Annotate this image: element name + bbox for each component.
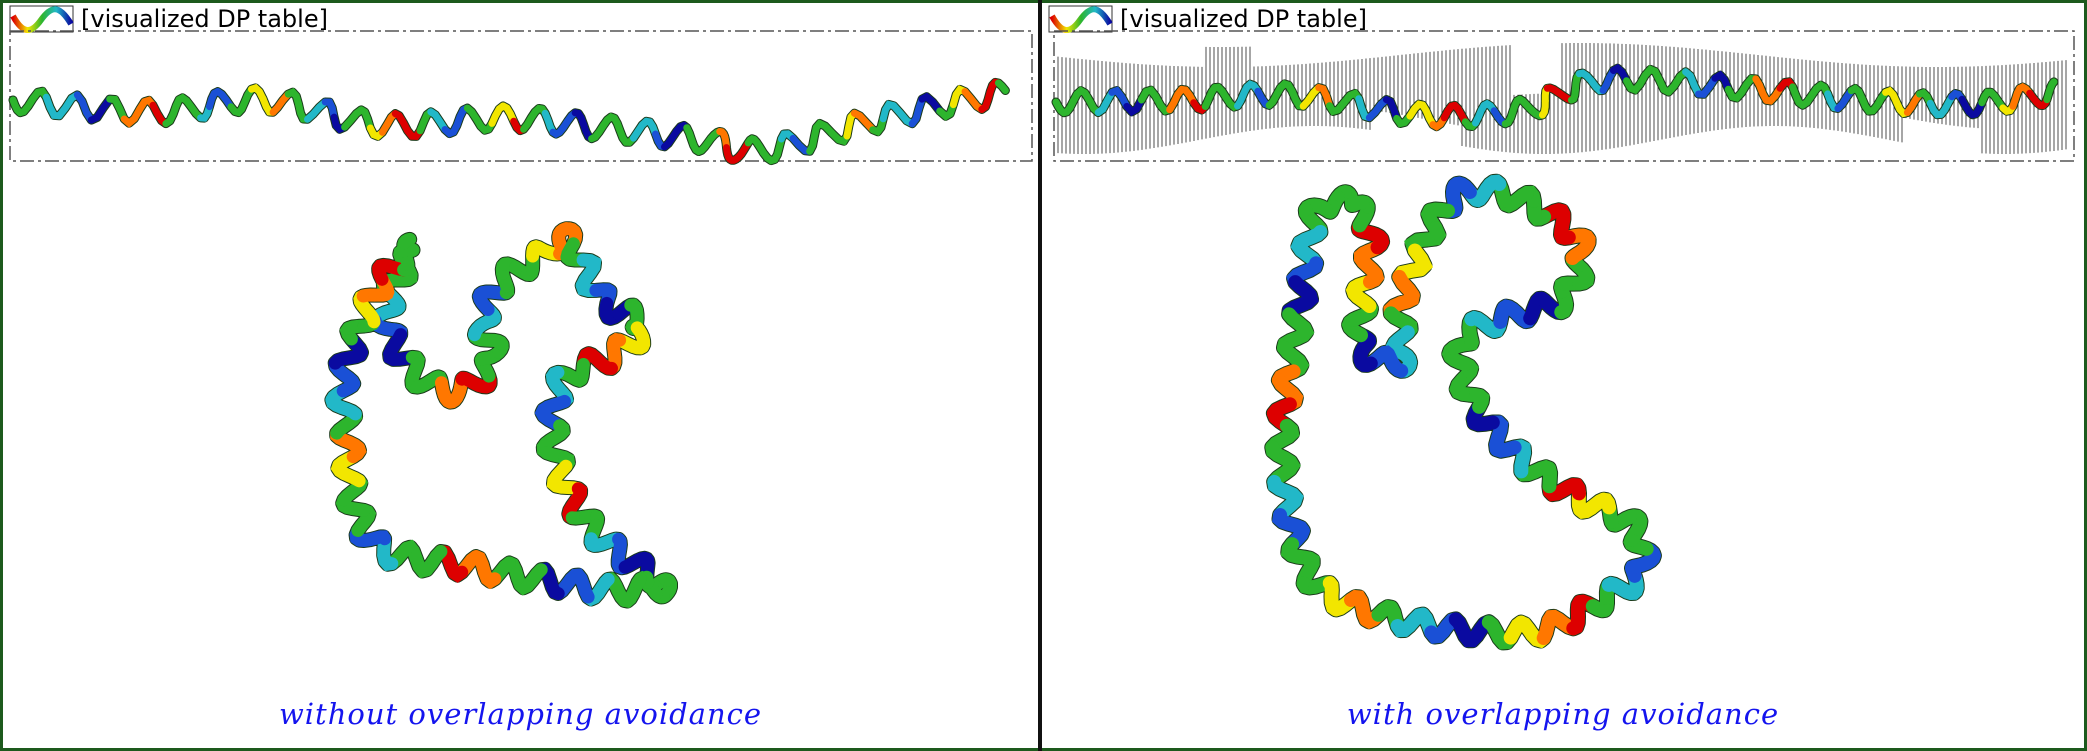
dp-table-box <box>1053 30 2075 162</box>
rainbow-ribbon-icon <box>9 5 74 33</box>
linear-helix-strip <box>8 77 1010 166</box>
folded-helix-curve <box>1264 173 1662 651</box>
dp-table-legend: [visualized DP table] <box>1048 4 1367 34</box>
dp-table-legend: [visualized DP table] <box>9 4 328 34</box>
linear-helix-strip <box>1051 63 2059 132</box>
panel-caption: without overlapping avoidance <box>278 697 763 731</box>
panel-divider <box>1038 0 1042 751</box>
folded-helix-curve <box>324 221 678 609</box>
legend-label: [visualized DP table] <box>1120 5 1367 33</box>
helix-drawing-without-avoidance <box>8 30 1033 609</box>
panel-caption: with overlapping avoidance <box>1346 697 1780 731</box>
panel-with-avoidance: [visualized DP table] with overlapping a… <box>1042 0 2084 751</box>
panel-without-avoidance: [visualized DP table] without overlappin… <box>3 0 1038 751</box>
dp-table-visualization <box>1057 43 2067 154</box>
rainbow-ribbon-icon <box>1048 5 1113 33</box>
helix-drawing-with-avoidance <box>1051 30 2075 651</box>
dp-table-box <box>9 30 1033 162</box>
legend-label: [visualized DP table] <box>81 5 328 33</box>
